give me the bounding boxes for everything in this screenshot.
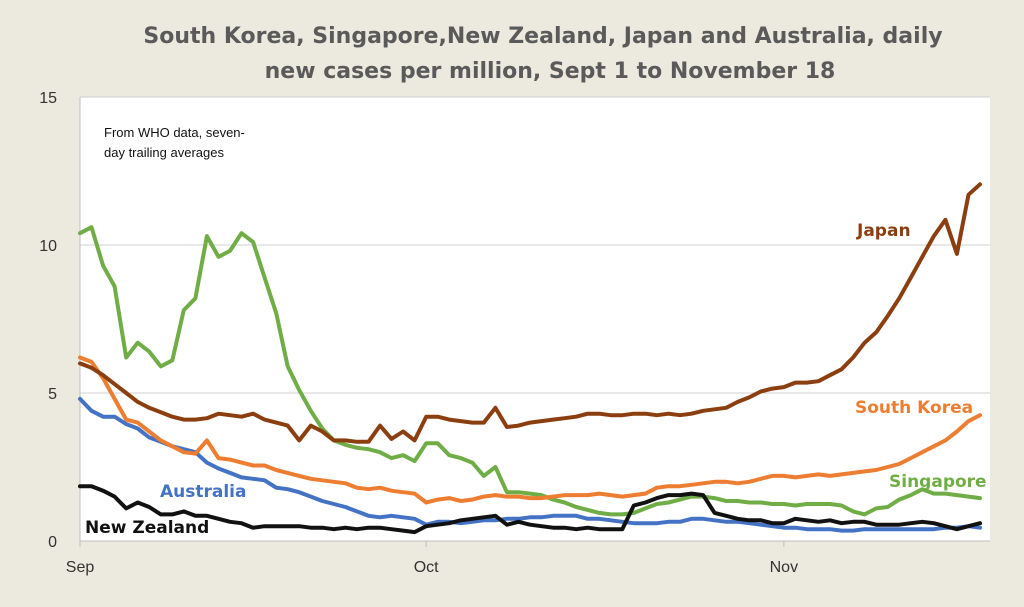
series-line-japan <box>78 182 982 444</box>
series-line-australia <box>78 396 982 533</box>
series-line-south-korea <box>78 355 982 505</box>
x-tick-label-oct: Oct <box>414 559 439 576</box>
x-tick-label-nov: Nov <box>770 559 798 576</box>
annotation-line-2: day trailing averages <box>104 145 224 160</box>
chart-title-line-2: new cases per million, Sept 1 to Novembe… <box>265 59 836 84</box>
label-south-korea: South Korea <box>855 398 973 418</box>
chart-title-line-1: South Korea, Singapore,New Zealand, Japa… <box>143 24 942 49</box>
y-tick-label-0: 0 <box>48 534 57 551</box>
label-new-zealand: New Zealand <box>85 518 209 538</box>
label-australia: Australia <box>160 482 247 502</box>
y-axis: 0 5 10 15 <box>39 90 81 551</box>
y-tick-label-15: 15 <box>39 90 57 107</box>
y-tick-label-10: 10 <box>39 238 57 255</box>
x-tick-label-sep: Sep <box>66 559 95 576</box>
x-axis: Sep Oct Nov <box>66 540 990 576</box>
y-tick-label-5: 5 <box>48 386 57 403</box>
series-line-singapore <box>78 225 982 517</box>
label-singapore: Singapore <box>889 472 987 492</box>
series-lines <box>78 182 982 535</box>
series-line-new-zealand <box>78 484 982 535</box>
label-japan: Japan <box>856 221 911 241</box>
annotation-line-1: From WHO data, seven- <box>104 125 245 140</box>
plot-area <box>80 97 990 541</box>
